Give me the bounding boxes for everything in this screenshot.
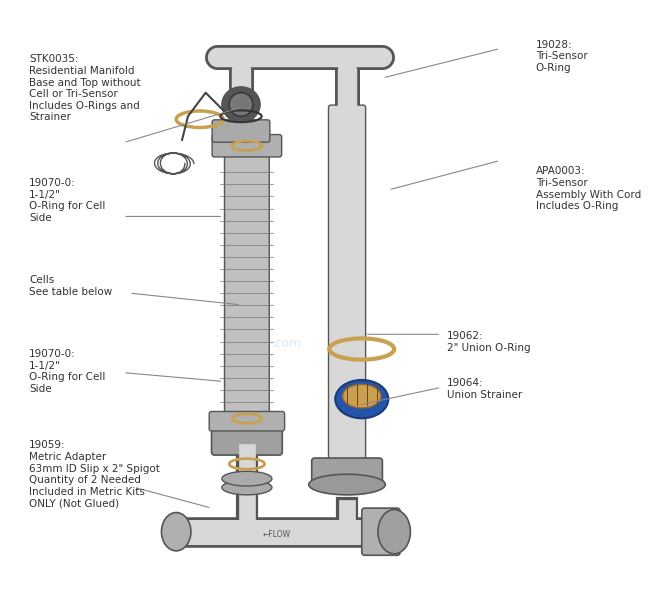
Ellipse shape [309, 474, 385, 495]
Ellipse shape [229, 93, 253, 116]
Text: Cells
See table below: Cells See table below [29, 275, 112, 297]
Text: 19028:
Tri-Sensor
O-Ring: 19028: Tri-Sensor O-Ring [536, 40, 588, 73]
Ellipse shape [222, 471, 272, 486]
Ellipse shape [378, 510, 410, 554]
Text: 19064:
Union Strainer: 19064: Union Strainer [447, 378, 523, 400]
FancyBboxPatch shape [224, 153, 269, 416]
FancyBboxPatch shape [212, 134, 281, 157]
Ellipse shape [343, 384, 381, 408]
Text: ←FLOW: ←FLOW [263, 530, 291, 539]
FancyBboxPatch shape [209, 411, 285, 431]
Text: 19070-0:
1-1/2"
O-Ring for Cell
Side: 19070-0: 1-1/2" O-Ring for Cell Side [29, 349, 105, 394]
FancyBboxPatch shape [362, 508, 400, 555]
FancyBboxPatch shape [328, 105, 365, 464]
Ellipse shape [161, 513, 191, 551]
Text: STK0035:
Residential Manifold
Base and Top without
Cell or Tri-Sensor
Includes O: STK0035: Residential Manifold Base and T… [29, 54, 140, 123]
Ellipse shape [335, 380, 388, 419]
Text: inpools.com: inpools.com [227, 337, 302, 350]
Ellipse shape [222, 87, 260, 122]
Text: 19059:
Metric Adapter
63mm ID Slip x 2" Spigot
Quantity of 2 Needed
Included in : 19059: Metric Adapter 63mm ID Slip x 2" … [29, 440, 160, 509]
FancyBboxPatch shape [212, 120, 270, 142]
FancyBboxPatch shape [211, 426, 282, 455]
FancyBboxPatch shape [312, 458, 382, 487]
Text: APA0003:
Tri-Sensor
Assembly With Cord
Includes O-Ring: APA0003: Tri-Sensor Assembly With Cord I… [536, 166, 641, 211]
Text: 19062:
2" Union O-Ring: 19062: 2" Union O-Ring [447, 332, 531, 353]
Ellipse shape [222, 480, 272, 495]
Text: 19070-0:
1-1/2"
O-Ring for Cell
Side: 19070-0: 1-1/2" O-Ring for Cell Side [29, 178, 105, 223]
